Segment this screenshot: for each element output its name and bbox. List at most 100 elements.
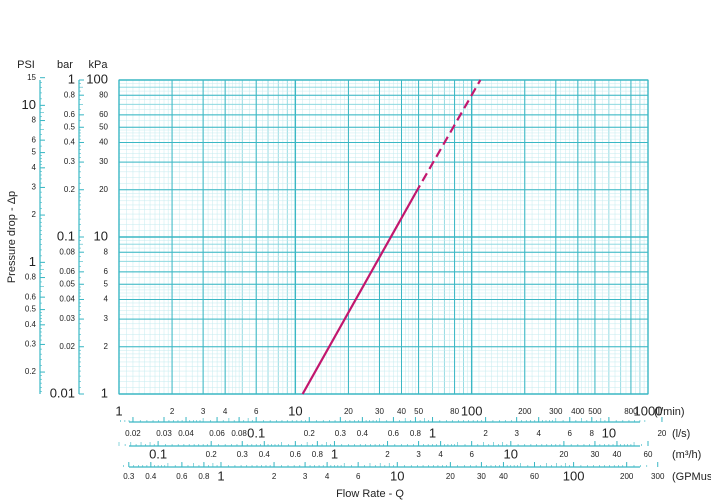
y-tick-label: 15 bbox=[27, 73, 36, 82]
x-tick-label: 10 bbox=[602, 425, 616, 440]
y-tick-label: 0.06 bbox=[59, 267, 75, 276]
x-tick-label: 0.3 bbox=[237, 450, 249, 459]
x-tick-label: 2 bbox=[483, 429, 488, 438]
x-tick-label: 6 bbox=[254, 407, 259, 416]
x-tick-label: 500 bbox=[588, 407, 602, 416]
x-tick-label: 4 bbox=[325, 472, 330, 481]
x-tick-label: 8 bbox=[590, 429, 595, 438]
x-tick-label: 0.06 bbox=[209, 429, 225, 438]
x-tick-label: 0.04 bbox=[178, 429, 194, 438]
x-tick-label: 20 bbox=[657, 429, 666, 438]
y-tick-label: 6 bbox=[32, 135, 37, 144]
x-tick-label: 0.3 bbox=[123, 472, 135, 481]
y-tick-label: 0.4 bbox=[25, 320, 37, 329]
x-tick-label: 0.03 bbox=[156, 429, 172, 438]
x-axis-title: Flow Rate - Q bbox=[336, 488, 404, 500]
x-tick-label: 0.08 bbox=[231, 429, 247, 438]
y-tick-label: 100 bbox=[86, 71, 108, 86]
y-tick-label: 8 bbox=[104, 247, 109, 256]
y-tick-label: 1 bbox=[29, 254, 36, 269]
x-tick-label: 2 bbox=[385, 450, 390, 459]
y-tick-label: 0.02 bbox=[59, 342, 75, 351]
x-tick-label: 200 bbox=[620, 472, 634, 481]
x-tick-label: 3 bbox=[303, 472, 308, 481]
y-tick-label: 0.6 bbox=[64, 110, 76, 119]
x-tick-label: 20 bbox=[446, 472, 455, 481]
x-tick-label: 10 bbox=[288, 403, 302, 418]
y-axis-title: Pressure drop - Δp bbox=[6, 191, 18, 283]
y-tick-label: 8 bbox=[32, 116, 37, 125]
x-tick-label: 60 bbox=[644, 450, 653, 459]
x-tick-label: 0.8 bbox=[198, 472, 210, 481]
y-tick-label: 40 bbox=[99, 138, 108, 147]
x-tick-label: 10 bbox=[504, 446, 518, 461]
data-line bbox=[301, 192, 417, 395]
x-tick-label: 40 bbox=[397, 407, 406, 416]
y-tick-label: 0.5 bbox=[25, 305, 37, 314]
x-tick-label: 0.8 bbox=[410, 429, 422, 438]
x-tick-label: 300 bbox=[651, 472, 665, 481]
y-tick-label: 0.05 bbox=[59, 279, 75, 288]
x-tick-label: 100 bbox=[563, 468, 585, 483]
x-tick-label: 30 bbox=[375, 407, 384, 416]
x-tick-label: 30 bbox=[590, 450, 599, 459]
x-tick-label: 0.2 bbox=[304, 429, 316, 438]
x-tick-label: 20 bbox=[344, 407, 353, 416]
x-tick-label: 3 bbox=[514, 429, 519, 438]
y-tick-label: 3 bbox=[104, 314, 109, 323]
x-tick-label: 100 bbox=[461, 403, 483, 418]
y-tick-label: 1 bbox=[68, 71, 75, 86]
x-tick-label: 2 bbox=[272, 472, 277, 481]
x-unit: (l/min) bbox=[654, 406, 685, 418]
y-tick-label: 5 bbox=[104, 279, 109, 288]
x-tick-label: 3 bbox=[201, 407, 206, 416]
y-tick-label: 0.08 bbox=[59, 247, 75, 256]
y-tick-label: 4 bbox=[104, 295, 109, 304]
x-tick-label: 4 bbox=[223, 407, 228, 416]
x-tick-label: 300 bbox=[549, 407, 563, 416]
y-tick-label: 0.8 bbox=[64, 90, 76, 99]
axis-unit: (m³/h) bbox=[672, 449, 701, 461]
x-tick-label: 6 bbox=[356, 472, 361, 481]
y-tick-label: 80 bbox=[99, 90, 108, 99]
y-tick-label: 2 bbox=[104, 342, 109, 351]
y-tick-label: 10 bbox=[22, 97, 36, 112]
y-tick-label: 1 bbox=[101, 385, 108, 400]
x-tick-label: 1 bbox=[429, 425, 436, 440]
x-tick-label: 40 bbox=[612, 450, 621, 459]
y-tick-label: 3 bbox=[32, 183, 37, 192]
y-tick-label: 4 bbox=[32, 163, 37, 172]
axis-unit: PSI bbox=[17, 59, 35, 71]
x-tick-label: 0.3 bbox=[335, 429, 347, 438]
x-tick-label: 800 bbox=[624, 407, 638, 416]
axis-unit: (GPMus) bbox=[672, 471, 711, 483]
x-tick-label: 4 bbox=[438, 450, 443, 459]
x-tick-label: 0.6 bbox=[290, 450, 302, 459]
x-tick-label: 60 bbox=[530, 472, 539, 481]
x-tick-label: 0.4 bbox=[145, 472, 157, 481]
x-tick-label: 4 bbox=[536, 429, 541, 438]
x-tick-label: 1 bbox=[217, 468, 224, 483]
y-tick-label: 0.3 bbox=[64, 157, 76, 166]
x-tick-label: 1000 bbox=[634, 403, 663, 418]
data-line bbox=[414, 79, 482, 194]
x-tick-label: 0.2 bbox=[206, 450, 218, 459]
y-tick-label: 0.8 bbox=[25, 273, 37, 282]
y-tick-label: 20 bbox=[99, 185, 108, 194]
x-tick-label: 2 bbox=[170, 407, 175, 416]
x-tick-label: 0.4 bbox=[259, 450, 271, 459]
y-tick-label: 0.01 bbox=[50, 385, 75, 400]
x-tick-label: 0.8 bbox=[312, 450, 324, 459]
y-tick-label: 0.04 bbox=[59, 295, 75, 304]
x-tick-label: 1 bbox=[115, 403, 122, 418]
y-tick-label: 0.5 bbox=[64, 122, 76, 131]
x-tick-label: 30 bbox=[477, 472, 486, 481]
x-tick-label: 0.4 bbox=[357, 429, 369, 438]
x-tick-label: 10 bbox=[390, 468, 404, 483]
x-tick-label: 6 bbox=[568, 429, 573, 438]
axis-unit: bar bbox=[57, 59, 73, 71]
x-tick-label: 1 bbox=[331, 446, 338, 461]
y-unit: kPa bbox=[89, 59, 109, 71]
x-tick-label: 80 bbox=[450, 407, 459, 416]
